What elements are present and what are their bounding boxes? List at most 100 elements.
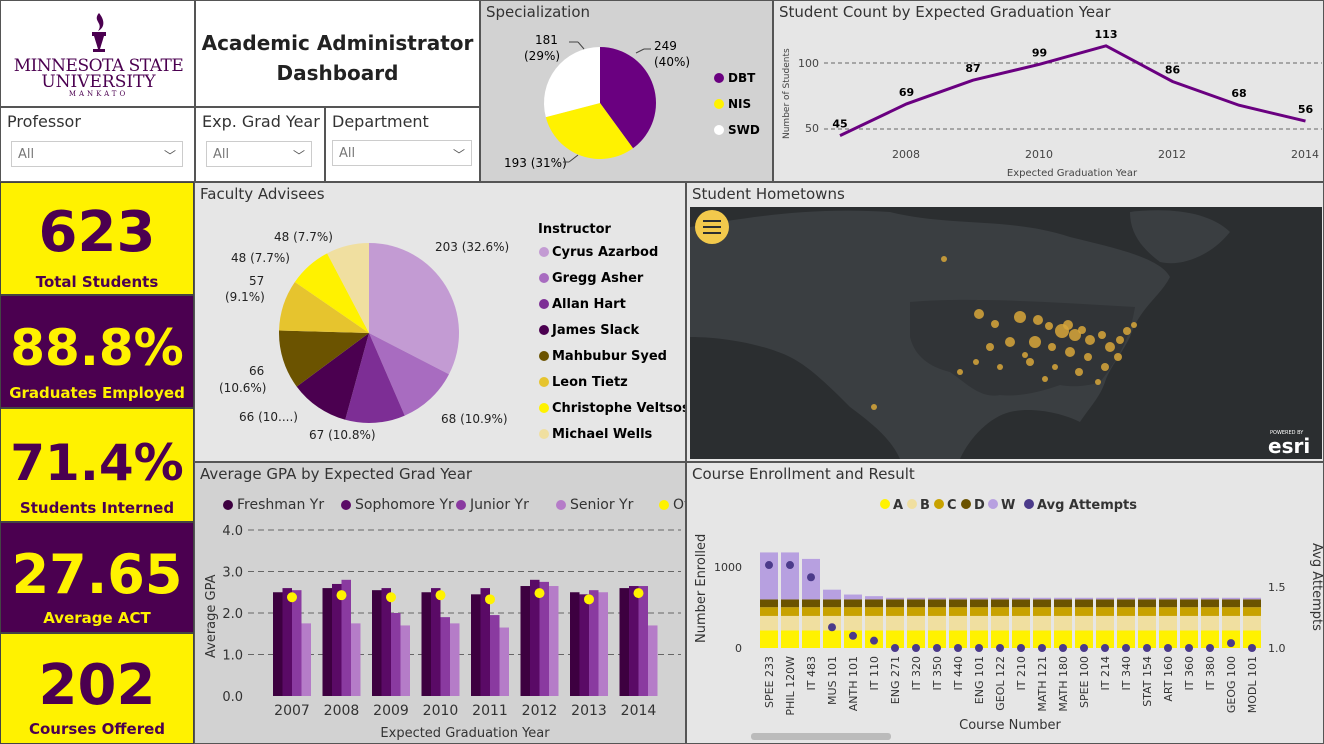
advisees-slice-5[interactable] [279,281,369,333]
hometowns-map[interactable]: POWERED BY esri [690,207,1322,459]
enrollment-bar-segment[interactable] [865,607,883,616]
gpa-bar[interactable] [579,594,590,696]
enrollment-bar-segment[interactable] [1075,597,1093,600]
enrollment-bar-segment[interactable] [760,615,778,631]
enrollment-bar-segment[interactable] [802,615,820,631]
enrollment-bar-segment[interactable] [1054,599,1072,608]
hometown-marker[interactable] [1116,336,1124,344]
gpa-overall-marker[interactable] [287,592,297,603]
gpa-bar[interactable] [450,623,460,696]
enrollment-bar-segment[interactable] [865,596,883,600]
hometown-marker[interactable] [1045,322,1053,330]
hometown-marker[interactable] [974,309,984,319]
avg-attempts-marker[interactable] [786,561,794,570]
hometown-marker[interactable] [1131,322,1137,328]
hometown-marker[interactable] [1022,352,1028,358]
enrollment-bar-segment[interactable] [928,630,946,648]
enrollment-bar-segment[interactable] [949,599,967,608]
avg-attempts-marker[interactable] [912,644,920,652]
enrollment-bar-segment[interactable] [970,607,988,616]
enrollment-bar-segment[interactable] [823,599,841,608]
hometown-marker[interactable] [1065,347,1075,357]
enrollment-bar-segment[interactable] [928,607,946,616]
enrollment-bar-segment[interactable] [844,599,862,608]
avg-attempts-marker[interactable] [1038,644,1046,652]
gpa-bar[interactable] [499,627,510,696]
enrollment-bar-segment[interactable] [991,599,1009,608]
avg-attempts-marker[interactable] [954,644,962,652]
gpa-bar[interactable] [530,579,540,696]
enrollment-bar-segment[interactable] [970,597,988,600]
hometown-marker[interactable] [1114,353,1122,361]
hometown-marker[interactable] [1101,363,1109,371]
gpa-overall-marker[interactable] [386,592,396,603]
gpa-bar[interactable] [381,588,392,696]
enrollment-bar-segment[interactable] [1222,615,1240,631]
enrollment-bar-segment[interactable] [886,599,904,608]
hometown-marker[interactable] [871,404,877,410]
avg-attempts-marker[interactable] [1248,644,1256,652]
hamburger-icon[interactable] [695,210,729,244]
gpa-bar[interactable] [301,623,312,696]
enrollment-bar-segment[interactable] [907,597,925,600]
enrollment-bar-segment[interactable] [781,552,799,600]
enrollment-bar-segment[interactable] [1117,615,1135,631]
hometown-marker[interactable] [997,364,1003,370]
enrollment-bar-segment[interactable] [949,630,967,648]
legend-item[interactable]: Cyrus Azarbod [552,245,658,260]
enrollment-bar-segment[interactable] [1243,615,1261,631]
avg-attempts-marker[interactable] [849,631,857,640]
avg-attempts-marker[interactable] [1227,639,1235,648]
enrollment-bar-segment[interactable] [886,615,904,631]
enr-legend-item[interactable]: D [974,498,985,513]
enrollment-bar-segment[interactable] [1054,615,1072,631]
hometown-marker[interactable] [941,256,947,262]
horizontal-scrollbar[interactable] [751,733,891,740]
enrollment-bar-segment[interactable] [1075,607,1093,616]
avg-attempts-marker[interactable] [1017,644,1025,652]
avg-attempts-marker[interactable] [765,561,773,570]
enrollment-bar-segment[interactable] [865,599,883,608]
advisees-slice-0[interactable] [369,243,460,375]
enrollment-bar-segment[interactable] [802,630,820,648]
specialization-slice-1[interactable] [545,103,634,159]
gpa-overall-marker[interactable] [534,588,545,599]
gpa-bar[interactable] [598,592,609,696]
enrollment-bar-segment[interactable] [1096,599,1114,608]
enrollment-bar-segment[interactable] [781,599,799,608]
enrollment-bar-segment[interactable] [949,615,967,631]
hometown-marker[interactable] [986,343,994,351]
gpa-bar[interactable] [292,590,302,696]
hometown-marker[interactable] [1026,358,1034,366]
enrollment-bar-segment[interactable] [1012,630,1030,648]
gpa-bar[interactable] [539,581,550,696]
hometown-marker[interactable] [1063,320,1073,330]
enrollment-bar-segment[interactable] [1075,630,1093,648]
advisees-slice-2[interactable] [345,333,405,424]
enrollment-bar-segment[interactable] [1033,607,1051,616]
advisees-slice-4[interactable] [279,330,369,387]
enrollment-bar-segment[interactable] [970,630,988,648]
enrollment-bar-segment[interactable] [1180,615,1198,631]
hometown-marker[interactable] [973,359,979,365]
enrollment-bar-segment[interactable] [907,599,925,608]
avg-attempts-marker[interactable] [1143,644,1151,652]
gpa-overall-marker[interactable] [485,594,495,605]
enrollment-bar-segment[interactable] [802,607,820,616]
hometown-marker[interactable] [1098,331,1106,339]
hometown-marker[interactable] [1014,311,1026,323]
enrollment-bar-segment[interactable] [1012,597,1030,600]
enrollment-bar-segment[interactable] [1117,630,1135,648]
enrollment-bar-segment[interactable] [1222,599,1240,608]
enrollment-bar-segment[interactable] [760,552,778,600]
enrollment-bar-segment[interactable] [1033,599,1051,608]
enrollment-bar-segment[interactable] [844,615,862,631]
avg-attempts-marker[interactable] [807,573,815,582]
enrollment-bar-segment[interactable] [886,607,904,616]
enrollment-bar-segment[interactable] [907,630,925,648]
legend-item[interactable]: Allan Hart [552,297,626,312]
hometown-marker[interactable] [1085,335,1095,345]
enrollment-bar-segment[interactable] [865,615,883,631]
enrollment-bar-segment[interactable] [1159,599,1177,608]
legend-item[interactable]: Michael Wells [552,427,653,442]
